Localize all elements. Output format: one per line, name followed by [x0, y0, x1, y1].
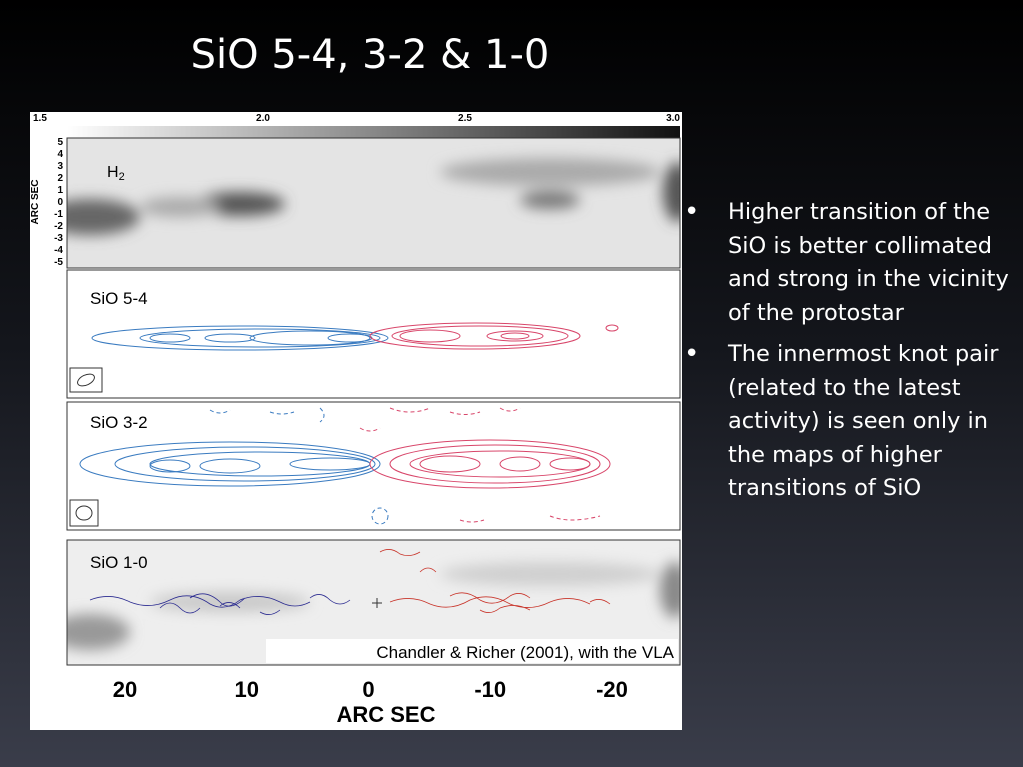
panel-frame — [66, 137, 681, 269]
figure: H2 SiO 5-4 SiO 3-2 SiO 1-0 Chandler & Ri… — [30, 112, 682, 730]
top-tick-label: 2.0 — [256, 113, 270, 124]
bullet-item: • The innermost knot pair (related to the… — [684, 338, 1014, 506]
top-tick-label: 1.5 — [33, 113, 47, 124]
left-tick-label: -3 — [54, 233, 63, 244]
bullet-list: • Higher transition of the SiO is better … — [684, 196, 1014, 514]
bottom-tick-label: -20 — [596, 677, 628, 702]
panel-label: H2 — [107, 164, 125, 183]
bottom-tick-label: 10 — [235, 677, 259, 702]
left-tick-label: -4 — [54, 245, 63, 256]
sio32-contours — [69, 407, 611, 527]
caption: Chandler & Richer (2001), with the VLA — [376, 643, 674, 662]
top-tick-label: 2.5 — [458, 113, 472, 124]
left-tick-label: -1 — [54, 209, 63, 220]
panel-frame — [66, 269, 681, 399]
bottom-tick-label: 20 — [113, 677, 137, 702]
bottom-axis-label: ARC SEC — [336, 702, 435, 727]
left-tick-label: 4 — [57, 149, 63, 160]
h2-image — [67, 138, 680, 268]
left-tick-label: 5 — [57, 137, 63, 148]
caption-background — [266, 639, 678, 663]
bullet-item: • Higher transition of the SiO is better … — [684, 196, 1014, 330]
panel-frame — [66, 539, 681, 666]
bullet-text: Higher transition of the SiO is better c… — [728, 199, 1009, 326]
top-tick-label: 3.0 — [666, 113, 680, 124]
left-tick-label: 3 — [57, 161, 63, 172]
panel-label: SiO 1-0 — [90, 553, 148, 572]
left-tick-label: -5 — [54, 257, 63, 268]
left-tick-label: 1 — [57, 185, 63, 196]
left-tick-label: -2 — [54, 221, 63, 232]
bullet-marker: • — [684, 197, 700, 227]
panel-frame — [66, 401, 681, 531]
left-tick-label: 0 — [57, 197, 63, 208]
bottom-tick-label: -10 — [474, 677, 506, 702]
bottom-tick-label: 0 — [362, 677, 374, 702]
bullet-marker: • — [684, 339, 700, 369]
left-tick-label: 2 — [57, 173, 63, 184]
sio54-contours — [69, 322, 619, 393]
slide-title: SiO 5-4, 3-2 & 1-0 — [190, 32, 550, 78]
panel-label: SiO 3-2 — [90, 413, 148, 432]
intensity-wedge — [67, 126, 680, 138]
left-axis-label: ARC SEC — [30, 179, 41, 224]
panel-label: SiO 5-4 — [90, 289, 148, 308]
bullet-text: The innermost knot pair (related to the … — [728, 341, 999, 501]
